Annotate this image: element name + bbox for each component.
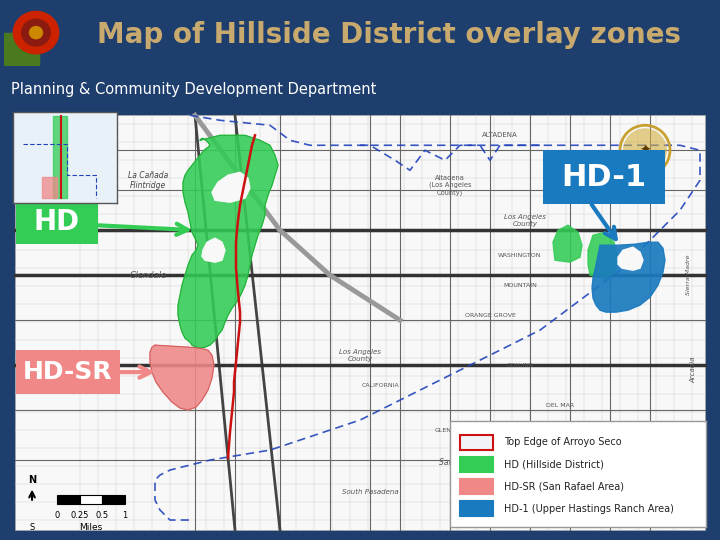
Bar <box>460 457 493 472</box>
Text: Miles: Miles <box>79 523 103 532</box>
Bar <box>460 501 493 516</box>
Circle shape <box>14 11 59 54</box>
Polygon shape <box>618 247 643 270</box>
Text: HD (Hillside District): HD (Hillside District) <box>504 460 603 469</box>
Text: San Marino: San Marino <box>438 457 482 467</box>
Bar <box>460 435 493 450</box>
Text: DEL MAR: DEL MAR <box>546 403 574 408</box>
Text: Glendale: Glendale <box>130 271 166 280</box>
Text: GLENARM: GLENARM <box>435 428 465 433</box>
FancyBboxPatch shape <box>543 150 665 204</box>
Text: La Cañada
Flintridge: La Cañada Flintridge <box>128 171 168 190</box>
Text: Planning & Community Development Department: Planning & Community Development Departm… <box>11 82 376 97</box>
Text: Sierra Madre: Sierra Madre <box>685 255 690 295</box>
Text: HD-1: HD-1 <box>562 163 647 192</box>
Text: 0.5: 0.5 <box>96 511 109 521</box>
Text: Los Angeles
County: Los Angeles County <box>504 214 546 227</box>
Polygon shape <box>202 238 225 262</box>
Polygon shape <box>553 445 600 492</box>
Text: Map of Hillside District overlay zones: Map of Hillside District overlay zones <box>97 21 681 49</box>
Circle shape <box>22 19 50 46</box>
Text: COLLINS: COLLINS <box>507 363 534 368</box>
Polygon shape <box>588 232 618 278</box>
Polygon shape <box>212 172 250 202</box>
Text: Los Angeles
County: Los Angeles County <box>339 348 381 362</box>
Text: ALTADENA: ALTADENA <box>482 132 518 138</box>
Text: 1: 1 <box>122 511 127 521</box>
Polygon shape <box>488 442 550 480</box>
Polygon shape <box>42 177 57 198</box>
Polygon shape <box>150 345 214 410</box>
Text: ORANGE GROVE: ORANGE GROVE <box>464 313 516 318</box>
Polygon shape <box>553 225 582 262</box>
Text: N: N <box>28 475 36 484</box>
Polygon shape <box>53 116 67 198</box>
Text: 0: 0 <box>55 511 60 521</box>
Text: CALIFORNIA: CALIFORNIA <box>361 383 399 388</box>
Bar <box>80 495 102 504</box>
Polygon shape <box>592 242 665 312</box>
Polygon shape <box>4 32 40 66</box>
Bar <box>102 495 125 504</box>
Text: HD: HD <box>34 208 80 236</box>
Text: Altadena
(Los Angeles
County): Altadena (Los Angeles County) <box>428 175 472 195</box>
Bar <box>58 495 80 504</box>
Text: HD-SR (San Rafael Area): HD-SR (San Rafael Area) <box>504 482 624 491</box>
Text: MOUNTAIN: MOUNTAIN <box>503 282 537 288</box>
Text: WASHINGTON: WASHINGTON <box>498 253 541 258</box>
Text: South Pasadena: South Pasadena <box>342 489 398 495</box>
Polygon shape <box>178 136 278 348</box>
Text: HD-SR: HD-SR <box>23 360 113 384</box>
Circle shape <box>623 129 667 172</box>
Text: 0.25: 0.25 <box>71 511 89 521</box>
Text: Top Edge of Arroyo Seco: Top Edge of Arroyo Seco <box>504 437 621 447</box>
FancyBboxPatch shape <box>16 200 98 244</box>
Polygon shape <box>618 450 655 485</box>
Text: Arcadia: Arcadia <box>690 357 696 383</box>
Text: S: S <box>30 523 35 532</box>
Bar <box>460 479 493 494</box>
Text: HD-1 (Upper Hastings Ranch Area): HD-1 (Upper Hastings Ranch Area) <box>504 504 673 514</box>
Text: ✦: ✦ <box>639 143 651 157</box>
Circle shape <box>30 26 42 39</box>
FancyBboxPatch shape <box>16 350 120 394</box>
